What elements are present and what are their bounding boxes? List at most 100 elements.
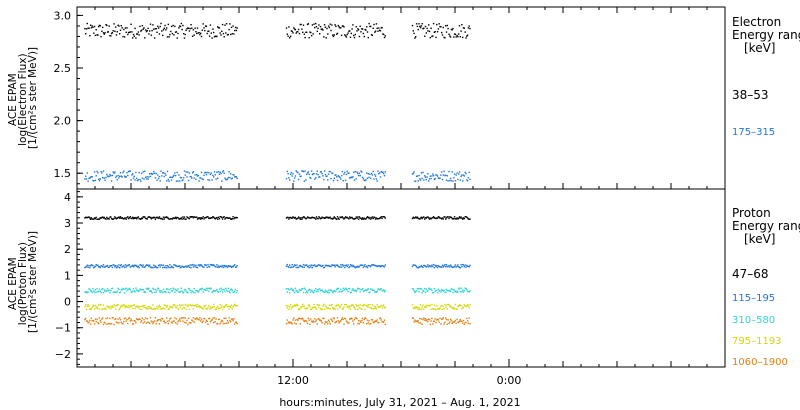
proton-data-point — [194, 318, 196, 320]
proton-data-point — [411, 265, 414, 268]
proton-data-point — [431, 303, 433, 306]
proton-data-point — [195, 304, 197, 306]
electron-data-point — [183, 177, 185, 179]
proton-data-point — [291, 264, 293, 266]
proton-data-point — [420, 264, 423, 267]
proton-data-point — [334, 308, 336, 310]
electron-data-point — [188, 30, 191, 32]
proton-data-point — [212, 216, 214, 218]
electron-data-point — [235, 176, 238, 178]
proton-data-point — [191, 304, 194, 306]
proton-data-point — [228, 308, 230, 310]
electron-data-point — [434, 31, 436, 33]
electron-data-point — [375, 178, 378, 180]
proton-data-point — [346, 265, 348, 268]
proton-data-point — [132, 266, 135, 268]
proton-data-point — [323, 217, 325, 219]
proton-data-point — [105, 308, 107, 311]
proton-data-point — [289, 288, 292, 291]
electron-data-point — [370, 177, 372, 180]
proton-data-point — [383, 216, 386, 218]
proton-data-point — [182, 216, 184, 218]
proton-data-point — [289, 306, 291, 308]
proton-data-point — [141, 217, 144, 220]
electron-data-point — [191, 35, 194, 37]
proton-data-point — [331, 264, 333, 266]
proton-data-point — [464, 264, 466, 266]
proton-data-point — [416, 216, 419, 218]
proton-data-point — [96, 218, 98, 220]
proton-data-point — [349, 292, 352, 294]
electron-data-point — [170, 25, 173, 28]
electron-data-point — [136, 177, 138, 180]
proton-data-point — [433, 217, 436, 219]
proton-data-point — [192, 308, 195, 310]
proton-data-point — [103, 216, 105, 219]
electron-data-point — [293, 28, 296, 30]
proton-data-point — [131, 305, 133, 307]
proton-data-point — [131, 265, 133, 267]
proton-legend-entry-47-68: 47–68 — [732, 267, 769, 281]
proton-data-point — [419, 266, 421, 268]
electron-data-point — [223, 36, 225, 38]
electron-data-point — [435, 36, 437, 39]
electron-data-point — [374, 31, 376, 33]
proton-data-point — [236, 322, 238, 325]
proton-data-point — [159, 217, 161, 220]
electron-data-point — [213, 31, 215, 34]
proton-data-point — [147, 288, 149, 290]
proton-data-point — [132, 288, 135, 290]
proton-data-point — [378, 288, 380, 291]
proton-data-point — [156, 266, 158, 269]
proton-data-point — [122, 323, 124, 325]
proton-data-point — [89, 319, 91, 321]
electron-data-point — [148, 33, 150, 35]
proton-data-point — [144, 317, 147, 319]
proton-data-point — [192, 317, 195, 319]
proton-data-point — [231, 265, 233, 268]
electron-data-point — [311, 24, 314, 26]
electron-data-point — [115, 26, 117, 28]
proton-data-point — [164, 308, 166, 310]
proton-data-point — [435, 321, 437, 324]
proton-data-point — [209, 306, 212, 308]
proton-data-point — [415, 265, 418, 268]
proton-data-point — [304, 308, 306, 310]
proton-data-point — [322, 305, 324, 307]
proton-data-point — [143, 319, 145, 321]
electron-data-point — [301, 170, 303, 172]
proton-data-point — [382, 290, 384, 292]
proton-data-point — [123, 217, 126, 219]
electron-points — [84, 22, 471, 182]
proton-data-point — [371, 303, 374, 306]
electron-data-point — [155, 172, 157, 175]
proton-data-point — [373, 322, 375, 324]
proton-data-point — [449, 305, 452, 307]
proton-data-point — [437, 265, 440, 267]
electron-data-point — [230, 33, 232, 36]
proton-data-point — [90, 308, 93, 310]
proton-data-point — [331, 290, 333, 292]
proton-data-point — [461, 308, 463, 310]
proton-data-point — [174, 317, 176, 319]
proton-data-point — [328, 321, 331, 323]
electron-data-point — [444, 174, 446, 177]
proton-data-point — [125, 287, 127, 289]
electron-data-point — [436, 23, 438, 26]
electron-data-point — [116, 179, 118, 181]
proton-data-point — [299, 307, 301, 310]
proton-data-point — [289, 216, 291, 219]
proton-data-point — [443, 216, 445, 218]
proton-data-point — [223, 264, 225, 267]
proton-data-point — [338, 266, 340, 268]
proton-data-point — [100, 303, 102, 306]
proton-data-point — [174, 291, 176, 293]
proton-data-point — [164, 216, 166, 218]
proton-data-point — [454, 291, 457, 293]
proton-data-point — [230, 265, 232, 268]
proton-data-point — [353, 323, 355, 325]
proton-data-point — [418, 266, 420, 268]
electron-data-point — [455, 174, 457, 176]
proton-data-point — [211, 306, 213, 309]
proton-data-point — [118, 264, 120, 266]
